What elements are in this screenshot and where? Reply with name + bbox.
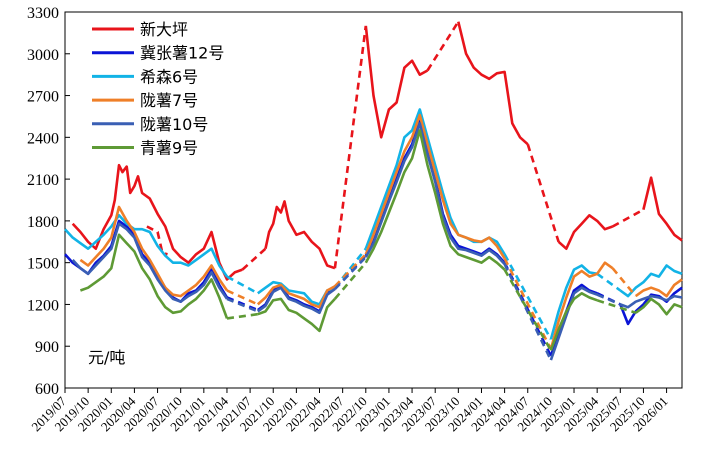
y-tick-label: 2700 [27,89,59,106]
legend-label: 陇薯7号 [140,91,198,110]
series-line [256,283,336,309]
y-tick-label: 2100 [27,172,59,189]
series-line [503,257,553,350]
legend-label: 希森6号 [140,67,198,86]
legend-label: 冀张薯12号 [140,44,224,63]
y-tick-label: 3000 [27,47,59,64]
plot-area [64,11,683,389]
series-line [611,267,637,297]
series-line [333,247,367,289]
legend-label: 青薯9号 [140,139,198,158]
series-line [257,297,336,333]
x-axis: 2019/072019/102020/012020/042020/072020/… [28,388,671,434]
plot-border [64,11,683,389]
series-line [333,256,367,291]
y-tick-label: 900 [35,339,59,356]
y-axis: 600 900 1200 1500 1800 2100 2400 2700 3000 3300 [27,5,70,398]
legend-label: 陇薯10号 [140,115,208,134]
y-tick-label: 1200 [27,297,59,314]
series-line [611,208,645,228]
series-line [596,293,621,306]
series-line [71,163,243,281]
series-line [619,264,683,298]
series-line [549,261,614,350]
series-line [333,25,368,269]
series-line [364,122,506,265]
y-tick-label: 2400 [27,130,59,147]
series-line [333,253,367,288]
series-line [364,129,506,271]
y-tick-label: 3300 [27,5,59,22]
series-line [226,312,258,320]
series-line [426,21,460,72]
series-line [634,297,683,316]
series-line [549,292,598,351]
series-line [457,21,529,146]
series-line [549,286,598,361]
series-line [333,261,367,300]
series-line [596,272,622,292]
unit-label: 元/吨 [88,348,125,367]
series-line [642,176,683,242]
legend-label: 新大坪 [140,20,188,39]
series-line [526,143,560,243]
series-line [557,214,614,250]
series-line [71,222,229,303]
y-tick-label: 1500 [27,256,59,273]
series-line [257,286,336,315]
series-line [226,297,259,313]
series-line [241,247,267,271]
series-layer [64,21,683,361]
series-line [146,225,168,256]
series-line [596,299,637,315]
series-line [364,113,506,260]
series-line [634,278,683,298]
series-line [549,264,598,340]
series-line [364,25,429,139]
series-line [503,253,553,340]
series-line [79,205,229,298]
series-line [503,268,553,352]
series-line [264,200,336,270]
series-line [226,275,259,295]
series-line [79,233,229,319]
y-tick-label: 1800 [27,214,59,231]
series-line [64,214,229,278]
series-line [226,289,259,306]
series-line [619,294,683,309]
y-tick-label: 600 [35,381,59,398]
